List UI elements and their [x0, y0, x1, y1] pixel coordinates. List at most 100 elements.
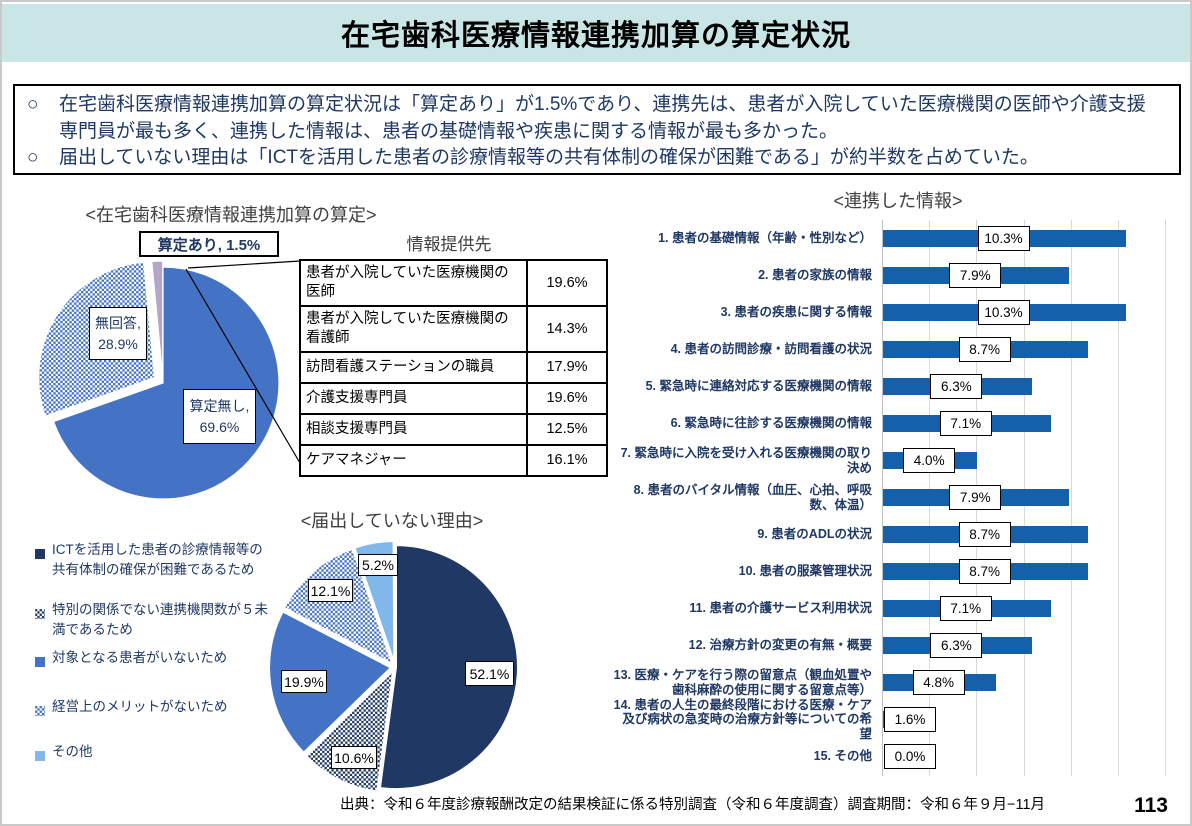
- bar-value-label: 1.6%: [884, 707, 936, 732]
- bar-category-label: 5. 緊急時に連絡対応する医療機関の情報: [645, 379, 872, 394]
- table-cell-label: 介護支援専門員: [299, 382, 528, 415]
- table-cell-value: 14.3%: [526, 305, 608, 353]
- provider-table-title: 情報提供先: [406, 235, 492, 254]
- pie-slice-算定無し: [52, 266, 280, 500]
- bar-category-label: 13. 医療・ケアを行う際の留意点（観血処置や歯科麻酔の使用に関する留意点等）: [613, 668, 872, 697]
- legend-item: ICTを活用した患者の診療情報等の共有体制の確保が困難であるため: [35, 540, 275, 580]
- bar-value-label: 8.7%: [958, 559, 1011, 584]
- page-title: 在宅歯科医療情報連携加算の算定状況: [340, 20, 851, 52]
- pie1-label-無回答: 無回答, 28.9%: [89, 307, 147, 360]
- table-row: 介護支援専門員 19.6%: [299, 382, 608, 415]
- bar-row: 12. 治療方針の変更の有無・概要 6.3%: [612, 627, 1190, 664]
- bar-row: 7. 緊急時に入院を受け入れる医療機関の取り決め 4.0%: [612, 442, 1190, 479]
- legend-swatch-icon: [35, 653, 45, 667]
- pie1-label-value: 28.9%: [98, 335, 138, 352]
- gridline: [882, 220, 883, 776]
- circle-bullet-icon: ○: [27, 147, 39, 168]
- legend-label: 特別の関係でない連携機関数が５未満であるため: [52, 602, 268, 637]
- table-cell-label: 相談支援専門員: [299, 413, 528, 446]
- linked-info-bar-chart: 1. 患者の基礎情報（年齢・性別など） 10.3% 2. 患者の家族の情報 7.9% 3…: [612, 220, 1190, 777]
- bar-category-label: 11. 患者の介護サービス利用状況: [689, 601, 872, 616]
- pie2-label-value: 10.6%: [331, 746, 377, 769]
- pie1-label-name: 無回答,: [95, 314, 141, 331]
- legend-item: 対象となる患者がいないため: [35, 648, 227, 668]
- bar-value-label: 7.1%: [939, 411, 992, 436]
- summary-bullet-1-text: 在宅歯科医療情報連携加算の算定状況は「算定あり」が1.5%であり、連携先は、患者…: [59, 94, 1146, 142]
- bar-value-label: 6.3%: [930, 633, 983, 658]
- table-row: ケアマネジャー 16.1%: [299, 444, 608, 477]
- bar-value-label: 10.3%: [977, 226, 1030, 251]
- bar-value-label: 6.3%: [930, 374, 983, 399]
- pie1-label-算定無し: 算定無し, 69.6%: [183, 389, 256, 444]
- bar-track: 7.9%: [882, 479, 1186, 516]
- slide-header: 在宅歯科医療情報連携加算の算定状況: [2, 4, 1190, 62]
- bar-track: 7.1%: [882, 590, 1186, 627]
- table-cell-label: 患者が入院していた医療機関の看護師: [299, 305, 528, 353]
- bar-track: 6.3%: [882, 627, 1186, 664]
- legend-swatch-icon: [35, 545, 45, 559]
- table-row: 患者が入院していた医療機関の医師 19.6%: [299, 259, 608, 307]
- bar-row: 15. その他 0.0%: [612, 738, 1190, 775]
- bar-category-label: 8. 患者のバイタル情報（血圧、心拍、呼吸数、体温）: [633, 483, 872, 512]
- bar-category-label: 3. 患者の疾患に関する情報: [720, 305, 872, 320]
- bar-row: 14. 患者の人生の最終段階における医療・ケア及び病状の急変時の治療方針等につい…: [612, 698, 1190, 741]
- legend-label: その他: [52, 744, 93, 759]
- bar-category-label: 6. 緊急時に往診する医療機関の情報: [670, 416, 872, 431]
- table-row: 相談支援専門員 12.5%: [299, 413, 608, 446]
- pie2-label-value: 52.1%: [465, 661, 514, 686]
- legend-item: 特別の関係でない連携機関数が５未満であるため: [34, 600, 275, 640]
- table-cell-label: ケアマネジャー: [299, 444, 528, 477]
- legend-swatch-icon: [35, 747, 45, 761]
- legend-label: 対象となる患者がいないため: [52, 650, 228, 665]
- bar-category-label: 10. 患者の服薬管理状況: [738, 564, 872, 579]
- calc-status-pie: [38, 260, 280, 500]
- bar-row: 3. 患者の疾患に関する情報 10.3%: [612, 294, 1190, 331]
- table-cell-value: 17.9%: [526, 351, 608, 384]
- bar-value-label: 8.7%: [958, 337, 1011, 362]
- legend-item: 経営上のメリットがないため: [34, 697, 228, 717]
- bar-category-label: 2. 患者の家族の情報: [758, 268, 872, 283]
- bar-value-label: 4.0%: [903, 448, 956, 473]
- bar-row: 10. 患者の服薬管理状況 8.7%: [612, 553, 1190, 590]
- bar-track: 4.8%: [882, 664, 1186, 701]
- summary-bullet-2: ○ 届出していない理由は「ICTを活用した患者の診療情報等の共有体制の確保が困難…: [23, 145, 1159, 172]
- pie1-label-value: 69.6%: [199, 418, 240, 435]
- legend-item: その他: [35, 742, 93, 762]
- pie-slice-算定あり: [151, 260, 164, 378]
- pie1-callout-label: 算定あり, 1.5%: [139, 231, 279, 257]
- bar-track: 10.3%: [882, 220, 1186, 257]
- pie2-label-value: 12.1%: [308, 579, 353, 602]
- bar-category-label: 4. 患者の訪問診療・訪問看護の状況: [670, 342, 872, 357]
- bar-track: 6.3%: [882, 368, 1186, 405]
- bar-row: 13. 医療・ケアを行う際の留意点（観血処置や歯科麻酔の使用に関する留意点等） 4…: [612, 664, 1190, 701]
- summary-bullet-1: ○ 在宅歯科医療情報連携加算の算定状況は「算定あり」が1.5%であり、連携先は、…: [23, 92, 1159, 145]
- bar-track: 8.7%: [882, 331, 1186, 368]
- table-cell-label: 訪問看護ステーションの職員: [299, 351, 528, 384]
- bar-value-label: 0.0%: [884, 744, 936, 769]
- bar-row: 8. 患者のバイタル情報（血圧、心拍、呼吸数、体温） 7.9%: [612, 479, 1190, 516]
- gridline: [1118, 220, 1119, 776]
- bar-category-label: 15. その他: [813, 749, 872, 764]
- bar-category-label: 9. 患者のADLの状況: [757, 527, 872, 542]
- pie1-label-name: 算定無し,: [189, 397, 250, 414]
- table-cell-value: 19.6%: [526, 382, 608, 415]
- pie2-label-value: 5.2%: [358, 554, 398, 576]
- bar-chart-title: <連携した情報>: [833, 191, 963, 211]
- bar-value-label: 7.1%: [939, 596, 992, 621]
- callout-leader-line-top: [187, 260, 301, 269]
- bar-row: 11. 患者の介護サービス利用状況 7.1%: [612, 590, 1190, 627]
- summary-box: ○ 在宅歯科医療情報連携加算の算定状況は「算定あり」が1.5%であり、連携先は、…: [13, 84, 1181, 175]
- bar-track: 7.1%: [882, 405, 1186, 442]
- bar-track: 4.0%: [882, 442, 1186, 479]
- legend-swatch-icon: [34, 702, 46, 717]
- table-row: 訪問看護ステーションの職員 17.9%: [299, 351, 608, 384]
- pie2-legend: ICTを活用した患者の診療情報等の共有体制の確保が困難であるため 特別の関係でない…: [34, 535, 275, 775]
- bar-category-label: 14. 患者の人生の最終段階における医療・ケア及び病状の急変時の治療方針等につい…: [613, 697, 872, 741]
- gridline: [1165, 220, 1167, 776]
- bar-value-label: 4.8%: [912, 670, 965, 695]
- table-cell-value: 12.5%: [526, 413, 608, 446]
- legend-label: ICTを活用した患者の診療情報等の共有体制の確保が困難であるため: [52, 542, 263, 577]
- bar-value-label: 10.3%: [977, 300, 1030, 325]
- bar-row: 5. 緊急時に連絡対応する医療機関の情報 6.3%: [612, 368, 1190, 405]
- bar-category-label: 12. 治療方針の変更の有無・概要: [688, 638, 872, 653]
